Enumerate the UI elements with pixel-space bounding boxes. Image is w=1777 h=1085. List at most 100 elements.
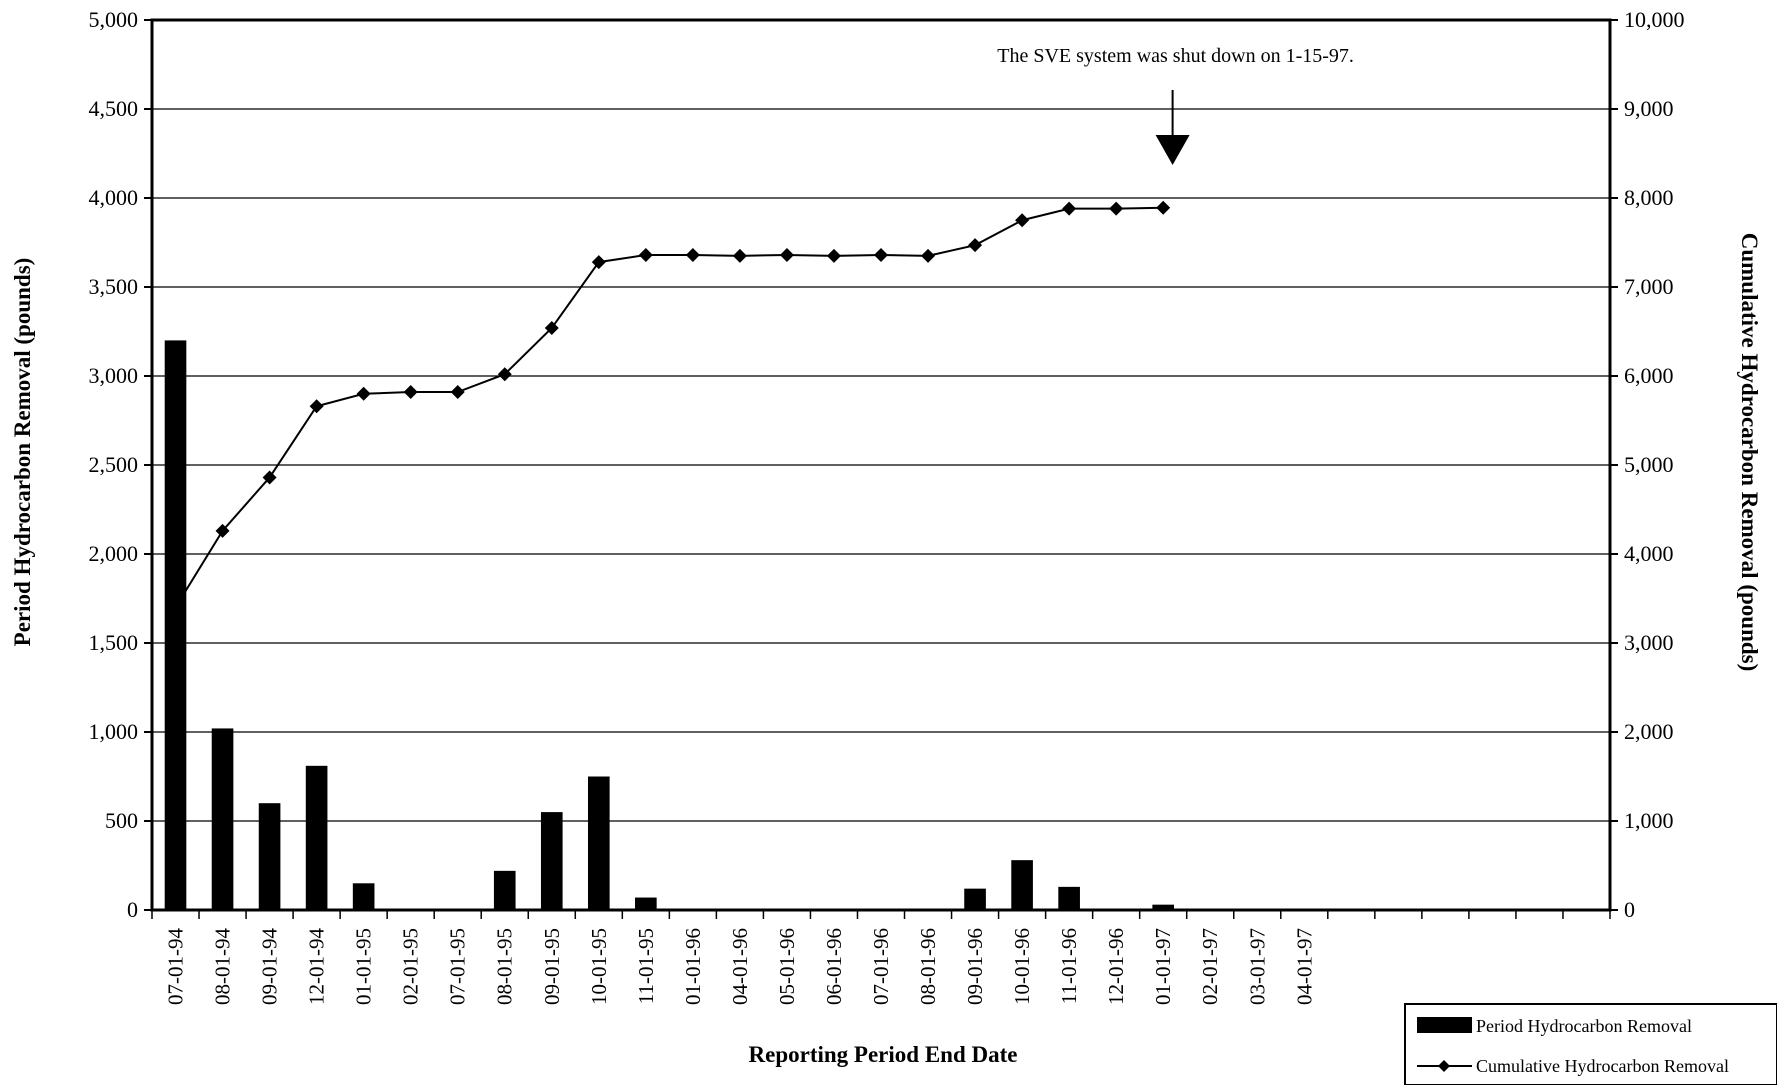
x-tick-label: 07-01-94 [164,928,188,1005]
line-point [874,247,888,262]
left-axis-ticks: 0 500 1,000 1,500 2,000 2,500 3,000 3,500 4,000 4… [89,7,152,922]
y2-axis-title: Cumulative Hydrocarbon Removal (pounds) [1737,233,1762,672]
x-tick-label: 01-01-97 [1151,928,1175,1005]
x-tick-label: 11-01-96 [1057,928,1081,1004]
bar [305,765,328,910]
bar [164,340,187,910]
x-tick-label: 09-01-96 [963,928,987,1005]
line-point [685,247,700,262]
y-tick-label: 4,500 [89,96,139,121]
x-tick-label: 08-01-94 [211,928,235,1005]
x-tick-label: 05-01-96 [775,928,799,1005]
legend-item-cumulative: Cumulative Hydrocarbon Removal [1476,1056,1729,1076]
bar [352,883,375,910]
y2-tick-label: 5,000 [1624,452,1674,477]
x-tick-label: 02-01-97 [1198,928,1222,1005]
y-tick-label: 5,000 [89,7,139,32]
y-tick-label: 4,000 [89,185,139,210]
annotation-text: The SVE system was shut down on 1-15-97. [997,45,1354,67]
x-tick-label: 04-01-96 [728,928,752,1005]
bar [1011,860,1033,910]
gridlines [152,108,1610,822]
y2-tick-label: 7,000 [1624,274,1674,299]
bar [635,897,657,910]
y2-tick-label: 10,000 [1624,7,1685,32]
right-axis-ticks: 0 1,000 2,000 3,000 4,000 5,000 6,000 7,000 8,00… [1610,7,1685,922]
bar [211,728,234,910]
y2-tick-label: 0 [1624,897,1635,922]
bar [729,909,751,910]
bar [823,909,845,910]
bar [1105,909,1127,910]
y2-tick-label: 2,000 [1624,719,1674,744]
x-tick-label: 10-01-95 [587,928,611,1005]
bar [399,909,422,910]
bar [1152,904,1175,910]
bar [682,909,704,910]
line-point [732,248,747,263]
x-tick-label: 09-01-94 [258,928,282,1005]
line-point [1062,201,1077,216]
x-tick-label: 07-01-95 [446,928,470,1005]
x-tick-label: 12-01-96 [1104,928,1128,1005]
line-point [309,399,324,414]
bar [540,812,563,910]
annotation-arrow-head [1155,135,1190,165]
x-tick-label: 03-01-97 [1245,928,1269,1005]
y-tick-label: 3,500 [89,274,139,299]
y-tick-label: 2,000 [89,541,139,566]
bar [493,870,516,910]
bar-series [164,340,1175,910]
bar [258,803,281,910]
bar [917,909,939,910]
bar [776,909,798,910]
line-point [497,367,512,382]
line-point [968,238,983,253]
line-point [826,248,841,263]
legend-bar-swatch [1417,1017,1472,1033]
x-tick-label: 04-01-97 [1292,928,1316,1005]
x-tick-label: 11-01-95 [634,928,658,1004]
cumulative-line [174,206,1164,608]
y2-tick-label: 8,000 [1624,185,1674,210]
line-point [215,523,230,538]
bar [446,909,469,910]
legend-item-period: Period Hydrocarbon Removal [1476,1016,1692,1036]
x-axis-ticks: 07-01-94 08-01-94 09-01-94 12-01-94 01-01-95… [151,910,1611,1005]
x-tick-label: 01-01-95 [352,928,376,1005]
x-tick-label: 07-01-96 [869,928,893,1005]
line-point [1015,213,1030,228]
line-point [1156,200,1171,215]
y-tick-label: 3,000 [89,363,139,388]
line-point [356,386,371,401]
bar [870,909,892,910]
y2-tick-label: 3,000 [1624,630,1674,655]
bar [587,776,610,910]
x-tick-label: 09-01-95 [540,928,564,1005]
x-tick-label: 08-01-96 [916,928,940,1005]
x-tick-label: 10-01-96 [1010,928,1034,1005]
y-tick-label: 0 [127,897,138,922]
x-tick-label: 02-01-95 [399,928,423,1005]
x-tick-label: 12-01-94 [305,928,329,1005]
y-tick-label: 1,000 [89,719,139,744]
line-point [450,385,465,400]
x-tick-label: 06-01-96 [822,928,846,1005]
y-axis-title: Period Hydrocarbon Removal (pounds) [10,258,35,647]
line-point [262,470,277,485]
y2-tick-label: 6,000 [1624,363,1674,388]
line-point [591,255,606,270]
line-point [779,247,794,262]
line-point [638,247,653,262]
y-tick-label: 2,500 [89,452,139,477]
y-tick-label: 1,500 [89,630,139,655]
line-point [403,385,418,400]
y2-tick-label: 1,000 [1624,808,1674,833]
x-axis-title: Reporting Period End Date [749,1042,1018,1067]
line-point [921,248,936,263]
bar [964,888,986,910]
line-series [174,200,1171,608]
legend-diamond-marker [1438,1060,1450,1072]
shutdown-annotation: The SVE system was shut down on 1-15-97. [997,45,1354,165]
